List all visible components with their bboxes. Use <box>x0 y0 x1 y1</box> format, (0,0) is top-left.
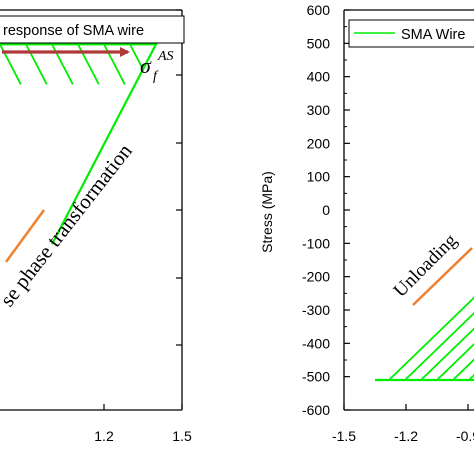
left-panel: 1.2 1.5 response of SMA wire σ f AS se ph… <box>0 9 192 444</box>
right-y-tick-label: 100 <box>307 169 331 185</box>
left-right-ticks <box>176 9 182 346</box>
right-y-tick-label: 0 <box>322 202 330 218</box>
left-legend-text: response of SMA wire <box>3 23 144 39</box>
right-y-ticks: 600 500 400 300 200 100 0 -100 -200 -300 -400 -500 -… <box>302 2 350 418</box>
right-x-tick-label: -1.5 <box>332 428 356 444</box>
right-series-line <box>375 378 474 382</box>
left-outline <box>0 43 158 245</box>
right-y-tick-label: 600 <box>307 2 331 18</box>
right-y-tick-label: -200 <box>302 269 330 285</box>
orange-arrow-right <box>412 247 473 306</box>
right-hatch-lines <box>388 270 474 380</box>
right-ylabel: Stress (MPa) <box>259 171 275 253</box>
right-y-tick-label: -300 <box>302 302 330 318</box>
right-y-tick-label: -600 <box>302 402 330 418</box>
right-hatch-line <box>420 270 474 380</box>
right-panel: 600 500 400 300 200 100 0 -100 -200 -300 -400 -500 -… <box>259 2 474 444</box>
unloading-label: Unloading <box>390 230 462 302</box>
right-y-tick-label: -400 <box>302 335 330 351</box>
left-legend-box <box>0 15 185 44</box>
left-series-line <box>0 43 158 245</box>
right-y-tick-label: -500 <box>302 369 330 385</box>
right-x-tick-label: -1.2 <box>394 428 418 444</box>
left-x-ticks: 1.2 1.5 <box>94 404 192 444</box>
right-x-ticks: -1.5 -1.2 -0.9 <box>332 404 474 444</box>
right-outline <box>375 378 474 382</box>
phase-label: se phase transformation <box>0 139 137 311</box>
right-y-tick-label: 400 <box>307 69 331 85</box>
sigma-symbol: σ <box>140 53 152 78</box>
sigma-sub: f <box>153 69 159 84</box>
left-x-tick-label: 1.2 <box>94 428 114 444</box>
orange-arrow-left <box>4 209 46 263</box>
right-legend-text: SMA Wire <box>401 27 465 43</box>
left-x-tick-label: 1.5 <box>172 428 192 444</box>
right-hatch-line <box>404 270 474 380</box>
right-y-tick-label: -100 <box>302 235 330 251</box>
right-hatch-line <box>388 270 474 380</box>
right-y-tick-label: 200 <box>307 135 331 151</box>
right-y-tick-label: 300 <box>307 102 331 118</box>
right-x-tick-label: -0.9 <box>456 428 474 444</box>
right-y-tick-label: 500 <box>307 35 331 51</box>
right-hatch-line <box>452 270 474 380</box>
right-hatch-line <box>436 270 474 380</box>
sigma-sup: AS <box>157 49 174 64</box>
